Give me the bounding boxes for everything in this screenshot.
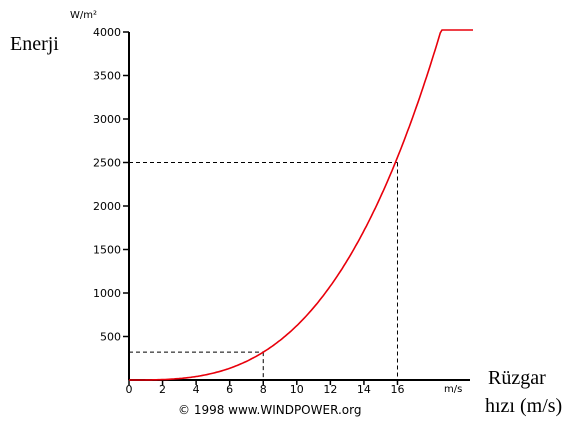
y-tick-label: 500 [100,331,121,344]
x-unit-label: m/s [444,384,462,395]
x-tick-label: 16 [390,383,404,396]
x-tick-label: 14 [357,383,371,396]
y-tick-label: 1500 [93,244,121,257]
y-tick-label: 3000 [93,113,121,126]
y-ticks: 500 1000 1500 2000 2500 3000 3500 4000 [93,26,129,344]
x-tick-label: 10 [290,383,304,396]
y-tick-label: 1000 [93,287,121,300]
x-tick-label: 8 [260,383,267,396]
reference-lines [129,162,398,380]
x-axis-label-line1: Rüzgar [488,367,546,389]
energy-curve [129,29,473,381]
x-tick-label: 12 [323,383,337,396]
y-tick-label: 2500 [93,157,121,170]
x-tick-label: 2 [159,383,166,396]
y-tick-label: 3500 [93,70,121,83]
x-tick-label: 0 [126,383,133,396]
credit-text: © 1998 www.WINDPOWER.org [178,403,361,417]
y-tick-label: 2000 [93,200,121,213]
x-ticks: 0 2 4 6 8 10 12 14 16 [126,380,404,396]
x-tick-label: 6 [226,383,233,396]
y-unit-label: W/m² [70,10,97,21]
x-tick-label: 4 [193,383,200,396]
x-axis-label-line2: hızı (m/s) [485,395,562,417]
y-tick-label: 4000 [93,26,121,39]
y-axis-label: Enerji [10,33,59,55]
